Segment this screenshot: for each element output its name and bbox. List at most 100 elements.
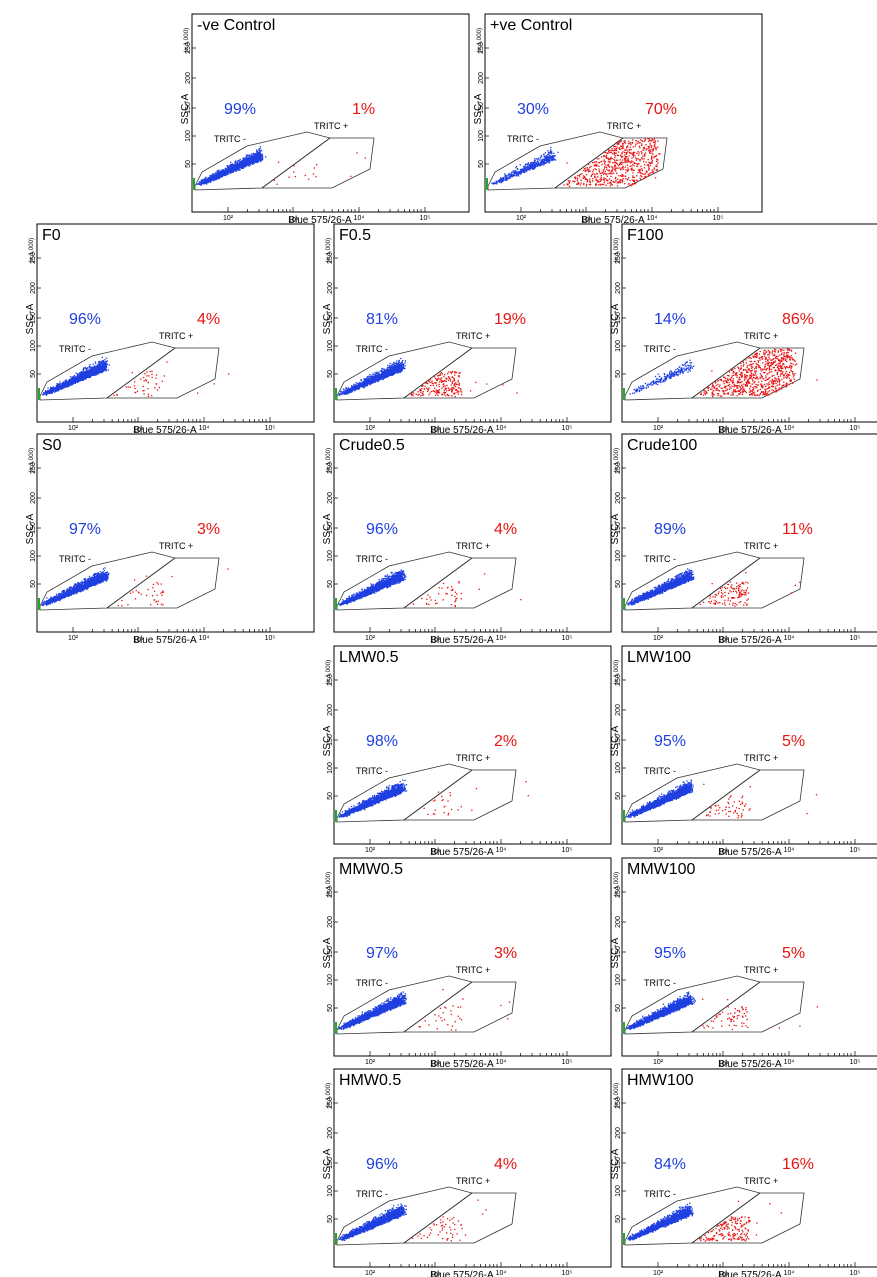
y-tick-label: 250 — [615, 886, 622, 898]
facs-panel: (x 1,000) SSC-A 50 100 150 200 250 10² 10³ 10⁴ 10⁵… — [322, 858, 611, 1070]
y-tick-label: 150 — [615, 946, 622, 958]
percent-positive: 19% — [494, 311, 526, 328]
y-tick-label: 200 — [30, 492, 37, 504]
x-tick-label: 10⁴ — [354, 215, 365, 222]
x-tick-label: 10⁴ — [496, 847, 507, 854]
y-tick-label: 200 — [615, 282, 622, 294]
x-tick-label: 10² — [365, 1270, 376, 1277]
gate-label-negative: TRITC - — [356, 978, 388, 988]
x-tick-label: 10² — [68, 425, 79, 432]
x-tick-label: 10⁵ — [562, 847, 573, 854]
gate-label-negative: TRITC - — [356, 1189, 388, 1199]
percent-positive: 1% — [352, 101, 375, 118]
percent-positive: 11% — [782, 521, 813, 538]
percent-negative: 14% — [654, 311, 686, 328]
gate-label-positive: TRITC + — [456, 753, 490, 763]
y-tick-label: 100 — [615, 762, 622, 774]
x-axis-label: Blue 575/26-A — [133, 635, 197, 646]
x-tick-label: 10⁴ — [199, 425, 210, 432]
x-axis-label: Blue 575/26-A — [718, 1270, 782, 1277]
y-tick-label: 250 — [615, 1097, 622, 1109]
y-tick-label: 50 — [615, 792, 622, 800]
gate-label-positive: TRITC + — [744, 331, 778, 341]
x-tick-label: 10⁵ — [420, 215, 431, 222]
x-tick-label: 10⁵ — [850, 635, 861, 642]
percent-positive: 4% — [197, 311, 220, 328]
x-tick-label: 10² — [653, 425, 664, 432]
x-tick-label: 10⁴ — [647, 215, 658, 222]
x-tick-label: 10⁴ — [199, 635, 210, 642]
x-tick-label: 10² — [365, 425, 376, 432]
percent-positive: 3% — [494, 945, 517, 962]
panel-title: HMW0.5 — [339, 1072, 401, 1089]
percent-negative: 97% — [366, 945, 398, 962]
x-tick-label: 10² — [365, 635, 376, 642]
gate-label-positive: TRITC + — [744, 753, 778, 763]
x-tick-label: 10⁵ — [265, 635, 276, 642]
x-tick-label: 10⁴ — [496, 635, 507, 642]
x-tick-label: 10⁵ — [850, 847, 861, 854]
y-tick-label: 250 — [327, 1097, 334, 1109]
x-axis-label: Blue 575/26-A — [430, 635, 494, 646]
y-tick-label: 100 — [478, 130, 485, 142]
gate-label-positive: TRITC + — [456, 1176, 490, 1186]
gate-label-negative: TRITC - — [644, 344, 676, 354]
panel-title: F0 — [42, 227, 61, 244]
facs-panel: (x 1,000) SSC-A 50 100 150 200 250 10² 10³ 10⁴ 10⁵… — [610, 646, 877, 858]
y-tick-label: 100 — [615, 550, 622, 562]
percent-positive: 70% — [645, 101, 677, 118]
gate-label-positive: TRITC + — [159, 541, 193, 551]
facs-panel: (x 1,000) SSC-A 50 100 150 200 250 10² 10³ 10⁴ 10⁵… — [610, 224, 877, 436]
x-tick-label: 10⁴ — [496, 1270, 507, 1277]
x-axis-label: Blue 575/26-A — [718, 1059, 782, 1070]
y-tick-label: 50 — [30, 580, 37, 588]
y-tick-label: 150 — [327, 312, 334, 324]
x-tick-label: 10⁴ — [496, 425, 507, 432]
y-tick-label: 250 — [327, 252, 334, 264]
y-tick-label: 50 — [30, 370, 37, 378]
y-tick-label: 50 — [615, 580, 622, 588]
x-tick-label: 10² — [365, 1059, 376, 1066]
x-tick-label: 10² — [653, 635, 664, 642]
panel-title: -ve Control — [197, 17, 275, 34]
facs-panel: (x 1,000) SSC-A 50 100 150 200 250 10² 10³ 10⁴ 10⁵… — [322, 1069, 611, 1277]
x-tick-label: 10² — [365, 847, 376, 854]
panel-title: F100 — [627, 227, 664, 244]
x-tick-label: 10⁵ — [713, 215, 724, 222]
panel-title: MMW100 — [627, 861, 696, 878]
facs-panel: (x 1,000) SSC-A 50 100 150 200 250 10² 10³ 10⁴ 10⁵… — [180, 14, 469, 226]
facs-panel: (x 1,000) SSC-A 50 100 150 200 250 10² 10³ 10⁴ 10⁵… — [322, 646, 611, 858]
x-tick-label: 10² — [653, 847, 664, 854]
x-tick-label: 10² — [68, 635, 79, 642]
percent-positive: 5% — [782, 733, 805, 750]
percent-negative: 96% — [69, 311, 101, 328]
y-tick-label: 250 — [327, 674, 334, 686]
y-tick-label: 50 — [327, 580, 334, 588]
facs-panel: (x 1,000) SSC-A 50 100 150 200 250 10² 10³ 10⁴ 10⁵… — [610, 434, 877, 646]
percent-negative: 30% — [517, 101, 549, 118]
percent-positive: 2% — [494, 733, 517, 750]
gate-label-negative: TRITC - — [644, 554, 676, 564]
gate-label-negative: TRITC - — [59, 554, 91, 564]
x-tick-label: 10⁴ — [784, 847, 795, 854]
y-tick-label: 150 — [478, 102, 485, 114]
x-axis-label: Blue 575/26-A — [430, 1059, 494, 1070]
y-tick-label: 100 — [327, 1185, 334, 1197]
y-tick-label: 150 — [185, 102, 192, 114]
y-tick-label: 200 — [327, 1127, 334, 1139]
x-tick-label: 10⁵ — [562, 1270, 573, 1277]
gate-label-negative: TRITC - — [644, 766, 676, 776]
x-tick-label: 10² — [653, 1059, 664, 1066]
y-tick-label: 100 — [30, 550, 37, 562]
x-axis-label: Blue 575/26-A — [430, 1270, 494, 1277]
y-tick-label: 150 — [615, 522, 622, 534]
gate-label-negative: TRITC - — [356, 554, 388, 564]
x-tick-label: 10⁴ — [784, 1270, 795, 1277]
x-tick-label: 10⁵ — [850, 425, 861, 432]
panel-title: MMW0.5 — [339, 861, 403, 878]
percent-positive: 5% — [782, 945, 805, 962]
percent-positive: 86% — [782, 311, 814, 328]
panel-title: S0 — [42, 437, 62, 454]
x-tick-label: 10⁵ — [265, 425, 276, 432]
y-tick-label: 250 — [185, 42, 192, 54]
